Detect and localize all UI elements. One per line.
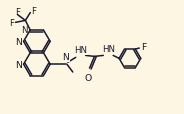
Text: F: F: [141, 42, 146, 51]
Text: N: N: [15, 60, 22, 69]
Text: N: N: [63, 53, 69, 62]
Text: HN: HN: [74, 46, 87, 55]
Text: F: F: [15, 8, 20, 17]
Text: HN: HN: [102, 45, 115, 54]
Text: O: O: [85, 73, 92, 82]
Text: N: N: [15, 38, 22, 47]
Text: F: F: [9, 19, 14, 28]
Text: F: F: [31, 7, 36, 16]
Text: N: N: [14, 60, 21, 69]
Text: N: N: [21, 26, 27, 35]
